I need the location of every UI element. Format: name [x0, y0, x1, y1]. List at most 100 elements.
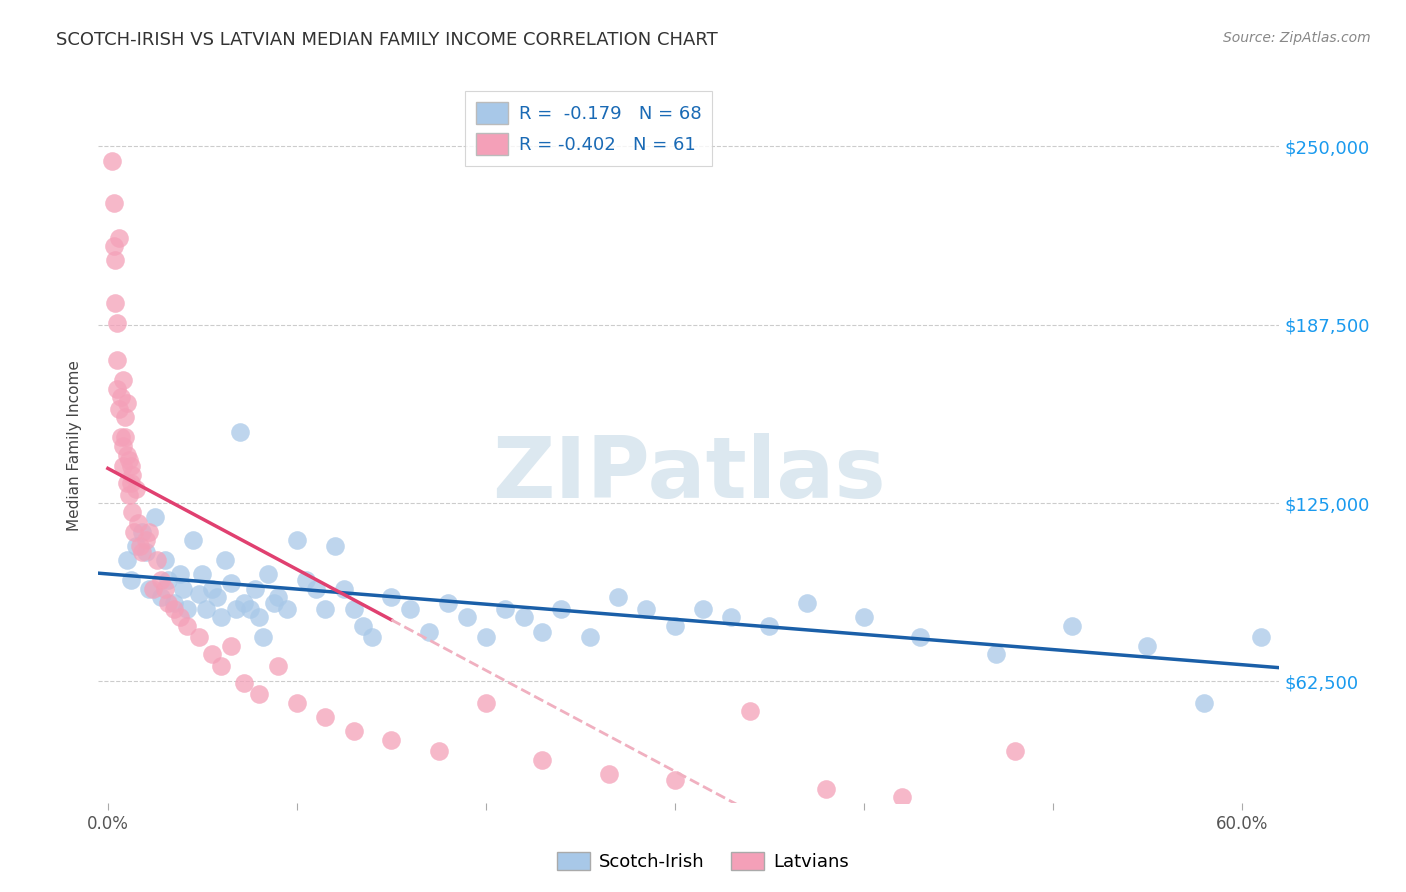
Point: [105, 382, 128, 396]
Point: [740, 705, 762, 719]
Point: [361, 630, 384, 644]
Point: [550, 601, 572, 615]
Point: [720, 610, 742, 624]
Point: [120, 476, 142, 491]
Point: [796, 596, 818, 610]
Point: [169, 610, 191, 624]
Point: [1060, 619, 1083, 633]
Point: [115, 396, 138, 410]
Point: [124, 524, 146, 539]
Point: [758, 619, 780, 633]
Point: [910, 630, 932, 644]
Point: [187, 587, 209, 601]
Point: [214, 553, 236, 567]
Point: [105, 353, 128, 368]
Point: [108, 230, 131, 244]
Point: [118, 453, 141, 467]
Point: [169, 567, 191, 582]
Point: [127, 516, 149, 530]
Point: [295, 573, 318, 587]
Point: [323, 539, 346, 553]
Point: [105, 316, 128, 330]
Point: [664, 619, 686, 633]
Point: [305, 582, 328, 596]
Point: [103, 196, 125, 211]
Point: [607, 591, 630, 605]
Point: [163, 596, 186, 610]
Point: [125, 482, 148, 496]
Point: [247, 687, 270, 701]
Y-axis label: Median Family Income: Median Family Income: [67, 360, 83, 532]
Point: [257, 567, 280, 582]
Point: [138, 524, 160, 539]
Point: [814, 781, 837, 796]
Text: Source: ZipAtlas.com: Source: ZipAtlas.com: [1223, 31, 1371, 45]
Point: [120, 573, 142, 587]
Point: [342, 601, 364, 615]
Point: [104, 253, 127, 268]
Point: [209, 610, 232, 624]
Point: [1250, 630, 1272, 644]
Point: [578, 630, 600, 644]
Point: [108, 401, 131, 416]
Point: [191, 567, 214, 582]
Point: [267, 658, 290, 673]
Point: [115, 476, 138, 491]
Point: [125, 539, 148, 553]
Point: [427, 744, 450, 758]
Point: [131, 524, 153, 539]
Point: [207, 591, 229, 605]
Point: [245, 582, 267, 596]
Point: [120, 458, 142, 473]
Point: [219, 576, 242, 591]
Point: [984, 648, 1007, 662]
Point: [114, 410, 136, 425]
Point: [342, 724, 364, 739]
Point: [115, 553, 138, 567]
Point: [110, 430, 132, 444]
Point: [229, 425, 252, 439]
Point: [252, 630, 274, 644]
Point: [399, 601, 422, 615]
Point: [103, 239, 125, 253]
Text: ZIPatlas: ZIPatlas: [492, 433, 886, 516]
Point: [111, 373, 134, 387]
Point: [121, 467, 143, 482]
Point: [129, 539, 152, 553]
Point: [201, 582, 224, 596]
Point: [380, 733, 402, 747]
Point: [195, 601, 218, 615]
Point: [172, 582, 194, 596]
Point: [1004, 744, 1026, 758]
Point: [456, 610, 478, 624]
Point: [201, 648, 224, 662]
Point: [131, 544, 153, 558]
Point: [418, 624, 440, 639]
Point: [475, 630, 498, 644]
Point: [285, 533, 308, 548]
Legend: R =  -0.179   N = 68, R = -0.402   N = 61: R = -0.179 N = 68, R = -0.402 N = 61: [465, 91, 713, 166]
Point: [138, 582, 160, 596]
Point: [115, 448, 138, 462]
Point: [437, 596, 460, 610]
Point: [1192, 696, 1215, 710]
Point: [1136, 639, 1159, 653]
Point: [494, 601, 516, 615]
Point: [100, 153, 122, 168]
Point: [333, 582, 356, 596]
Point: [276, 601, 298, 615]
Point: [247, 610, 270, 624]
Point: [692, 601, 714, 615]
Point: [267, 591, 290, 605]
Point: [153, 553, 176, 567]
Point: [475, 696, 498, 710]
Point: [149, 573, 172, 587]
Point: [512, 610, 534, 624]
Point: [110, 391, 132, 405]
Point: [219, 639, 242, 653]
Point: [135, 544, 157, 558]
Point: [225, 601, 247, 615]
Point: [121, 505, 143, 519]
Point: [149, 591, 172, 605]
Point: [852, 610, 875, 624]
